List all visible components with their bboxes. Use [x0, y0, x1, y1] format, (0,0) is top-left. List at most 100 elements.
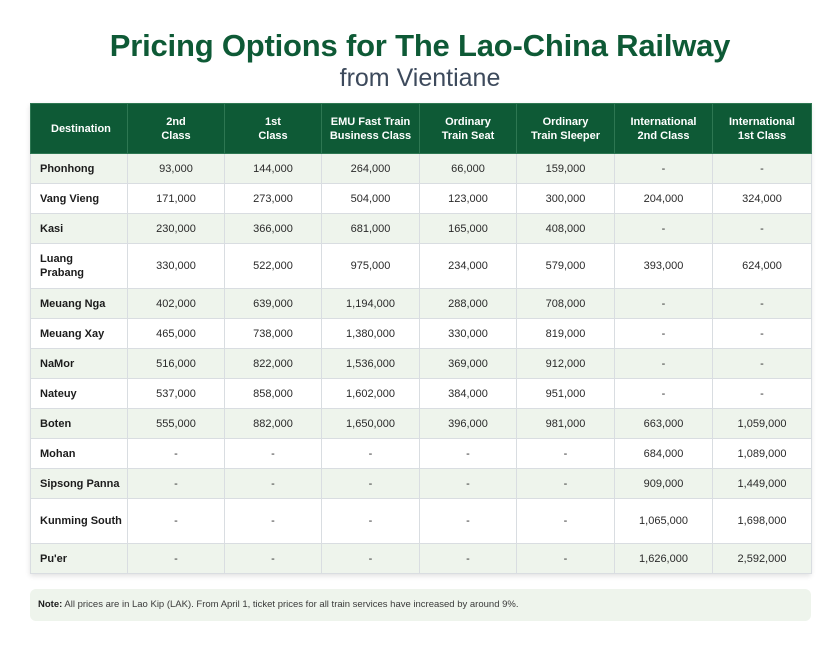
column-header-line: 2nd Class [637, 129, 690, 142]
price-cell: 1,380,000 [321, 318, 420, 349]
price-cell: - [224, 498, 322, 544]
column-header: Ordinary Train Sleeper [516, 103, 615, 154]
price-cell: 1,626,000 [614, 543, 713, 574]
destination-cell: Boten [30, 408, 128, 439]
destination-cell: Pu'er [30, 543, 128, 574]
price-cell: 1,536,000 [321, 348, 420, 379]
table-body: Phonhong 93,000 144,000 264,000 66,000 159,00… [30, 153, 812, 574]
column-header-line: Ordinary [445, 115, 491, 128]
price-cell: - [712, 378, 812, 409]
price-cell: 738,000 [224, 318, 322, 349]
price-cell: - [419, 438, 517, 469]
price-cell: - [321, 543, 420, 574]
price-cell: - [516, 498, 615, 544]
price-cell: 273,000 [224, 183, 322, 214]
price-cell: 159,000 [516, 153, 615, 184]
column-header: 2nd Class [127, 103, 225, 154]
price-cell: - [127, 468, 225, 499]
price-cell: 1,698,000 [712, 498, 812, 544]
price-cell: 366,000 [224, 213, 322, 244]
price-cell: 708,000 [516, 288, 615, 319]
price-cell: 324,000 [712, 183, 812, 214]
column-header-line: 1st Class [737, 129, 787, 142]
price-cell: - [614, 213, 713, 244]
destination-cell: Mohan [30, 438, 128, 469]
price-cell: - [419, 498, 517, 544]
price-cell: 1,059,000 [712, 408, 812, 439]
price-cell: 300,000 [516, 183, 615, 214]
price-cell: 408,000 [516, 213, 615, 244]
price-cell: 93,000 [127, 153, 225, 184]
price-cell: - [224, 543, 322, 574]
column-header-line: Class [258, 129, 288, 142]
destination-cell: Kunming South [30, 498, 128, 544]
column-header-line: Business Class [329, 129, 412, 142]
price-cell: 522,000 [224, 243, 322, 289]
price-cell: 1,089,000 [712, 438, 812, 469]
table-row: Kunming South - - - - -1,065,000 1,698,000 [30, 498, 812, 544]
destination-cell: Nateuy [30, 378, 128, 409]
price-cell: 144,000 [224, 153, 322, 184]
price-cell: 912,000 [516, 348, 615, 379]
column-header-line: Destination [51, 122, 111, 135]
price-cell: 537,000 [127, 378, 225, 409]
price-cell: 369,000 [419, 348, 517, 379]
destination-cell: Sipsong Panna [30, 468, 128, 499]
column-header-line: International [728, 115, 795, 128]
table-header-row: Destination 2nd Class 1st Class EMU Fast Trai… [30, 103, 812, 154]
price-cell: 639,000 [224, 288, 322, 319]
column-header-destination: Destination [30, 103, 128, 154]
price-cell: 66,000 [419, 153, 517, 184]
price-cell: 1,194,000 [321, 288, 420, 319]
price-cell: 2,592,000 [712, 543, 812, 574]
column-header: International 1st Class [712, 103, 812, 154]
pricing-table-container: Destination 2nd Class 1st Class EMU Fast Trai… [30, 103, 812, 574]
price-cell: - [712, 318, 812, 349]
price-cell: - [127, 543, 225, 574]
price-cell: - [127, 438, 225, 469]
price-cell: 681,000 [321, 213, 420, 244]
price-cell: 402,000 [127, 288, 225, 319]
price-cell: 330,000 [419, 318, 517, 349]
price-cell: - [712, 348, 812, 379]
destination-cell: Kasi [30, 213, 128, 244]
page-title: Pricing Options for The Lao-China Railwa… [109, 28, 731, 63]
price-cell: 330,000 [127, 243, 225, 289]
price-cell: 264,000 [321, 153, 420, 184]
price-cell: 1,065,000 [614, 498, 713, 544]
table-row: Phonhong 93,000 144,000 264,000 66,000 159,00… [30, 153, 812, 184]
table-row: Nateuy 537,000 858,000 1,602,000 384,000 951,… [30, 378, 812, 409]
price-cell: 171,000 [127, 183, 225, 214]
price-cell: - [614, 318, 713, 349]
price-cell: 579,000 [516, 243, 615, 289]
price-cell: 384,000 [419, 378, 517, 409]
column-header: Ordinary Train Seat [419, 103, 517, 154]
table-row: Vang Vieng 171,000 273,000 504,000 123,000 30… [30, 183, 812, 214]
note-label: Note: [38, 599, 63, 610]
table-row: Kasi 230,000 366,000 681,000 165,000 408,000-… [30, 213, 812, 244]
column-header: 1st Class [224, 103, 322, 154]
price-cell: 819,000 [516, 318, 615, 349]
price-cell: 465,000 [127, 318, 225, 349]
price-cell: 234,000 [419, 243, 517, 289]
price-cell: - [516, 468, 615, 499]
table-row: Mohan - - - - -684,000 1,089,000 [30, 438, 812, 469]
column-header-line: Train Seat [441, 129, 495, 142]
price-cell: 951,000 [516, 378, 615, 409]
price-cell: 1,602,000 [321, 378, 420, 409]
price-cell: - [321, 498, 420, 544]
column-header-line: Class [161, 129, 191, 142]
price-cell: 393,000 [614, 243, 713, 289]
price-cell: 288,000 [419, 288, 517, 319]
price-cell: - [419, 543, 517, 574]
price-cell: - [516, 543, 615, 574]
price-cell: 624,000 [712, 243, 812, 289]
price-cell: 909,000 [614, 468, 713, 499]
destination-cell: Vang Vieng [30, 183, 128, 214]
price-cell: - [712, 288, 812, 319]
column-header-line: Ordinary [542, 115, 589, 128]
column-header: EMU Fast Train Business Class [321, 103, 420, 154]
price-cell: - [614, 348, 713, 379]
price-cell: 123,000 [419, 183, 517, 214]
price-cell: 516,000 [127, 348, 225, 379]
